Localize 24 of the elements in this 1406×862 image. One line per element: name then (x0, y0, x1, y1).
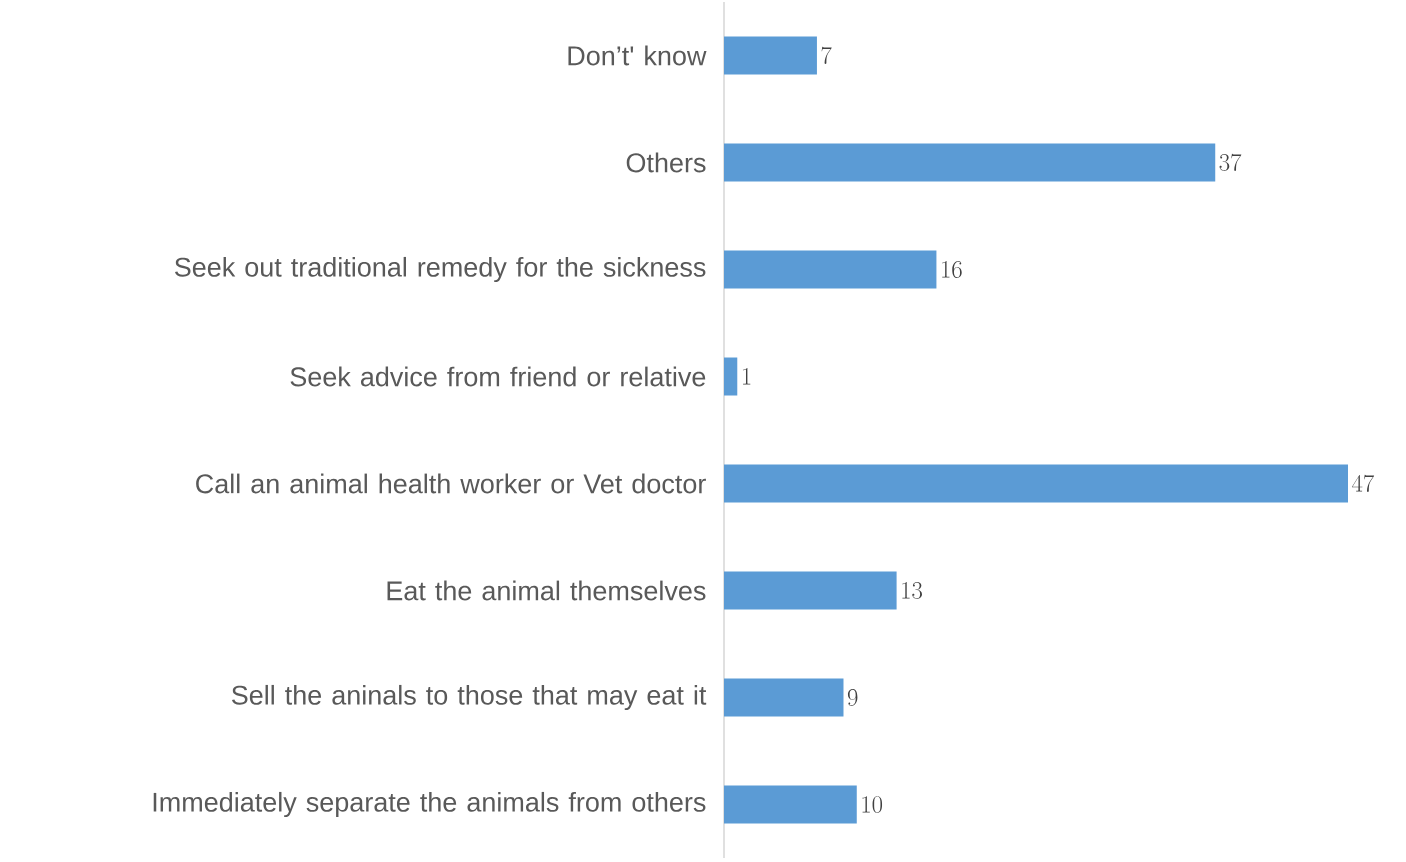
bar (724, 36, 817, 75)
y-tick-label: Sell the aninals to those that may eat it (231, 684, 707, 711)
data-label: 10 (862, 796, 883, 813)
y-tick-label: Seek out traditional remedy for the sickness (174, 256, 706, 283)
data-label: 16 (942, 261, 962, 278)
y-tick-label: Immediately separate the animals from others (153, 791, 706, 818)
y-tick-label: Seek advice from friend or relative (290, 366, 706, 387)
bar (724, 464, 1348, 503)
bar (724, 357, 738, 396)
bar (724, 678, 844, 717)
data-label: 37 (1219, 153, 1242, 171)
bar (724, 785, 857, 824)
bar (724, 571, 897, 610)
data-label: 9 (847, 689, 858, 706)
y-tick-label: Others (626, 152, 706, 173)
data-label: 1 (742, 368, 751, 385)
y-tick-label: Eat the animal themselves (387, 580, 706, 601)
y-tick-label: Call an animal health worker or Vet doctor (196, 473, 706, 494)
bar (724, 143, 1216, 182)
y-tick-label: Don’t' know (568, 45, 707, 66)
data-label: 13 (902, 582, 922, 599)
data-label: 47 (1352, 474, 1375, 492)
bar (724, 250, 937, 289)
data-label: 7 (821, 46, 832, 64)
